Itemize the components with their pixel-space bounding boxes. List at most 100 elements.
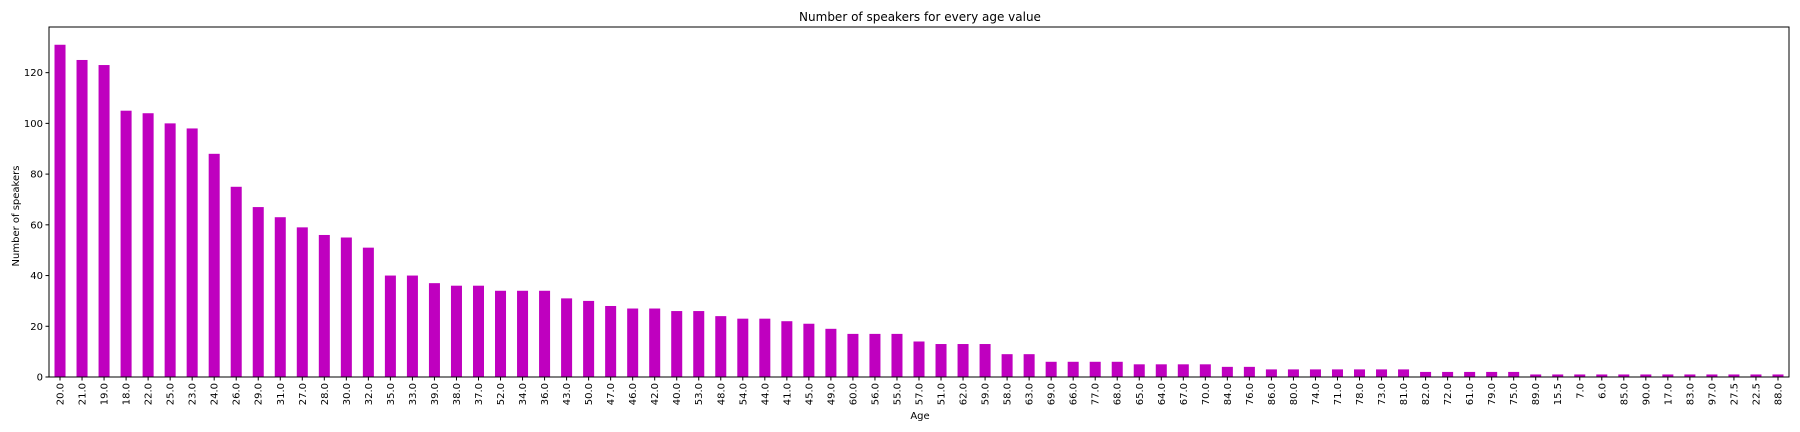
bar	[715, 316, 727, 377]
x-tick-label: 83.0	[1685, 383, 1696, 405]
bar	[1376, 369, 1388, 377]
bar	[1706, 374, 1718, 377]
x-tick-label: 79.0	[1487, 383, 1498, 405]
bar	[1265, 369, 1277, 377]
bar	[979, 344, 991, 377]
x-tick-label: 84.0	[1223, 383, 1234, 405]
x-tick-label: 85.0	[1619, 383, 1630, 405]
x-tick-label: 50.0	[584, 383, 595, 405]
x-tick-label: 17.0	[1663, 383, 1674, 405]
bar	[120, 110, 132, 378]
bar	[1045, 361, 1057, 377]
x-tick-label: 35.0	[386, 383, 397, 405]
x-tick-label: 89.0	[1531, 383, 1542, 405]
bar	[1662, 374, 1674, 377]
bar	[1331, 369, 1343, 377]
x-tick-label: 44.0	[760, 383, 771, 405]
x-tick-label: 37.0	[474, 383, 485, 405]
x-tick-label: 68.0	[1113, 383, 1124, 405]
x-tick-label: 33.0	[408, 383, 419, 405]
x-tick-label: 42.0	[650, 383, 661, 405]
x-tick-label: 24.0	[210, 383, 221, 405]
x-tick-label: 54.0	[738, 383, 749, 405]
y-tick-label: 120	[24, 68, 43, 79]
x-tick-label: 28.0	[320, 383, 331, 405]
bars-group	[54, 44, 1784, 378]
bar	[1287, 369, 1299, 377]
x-tick-label: 72.0	[1443, 383, 1454, 405]
bar	[318, 234, 330, 377]
x-tick-label: 36.0	[540, 383, 551, 405]
bar	[1508, 371, 1520, 377]
bar	[583, 300, 595, 377]
bar	[1750, 374, 1762, 377]
bar	[1684, 374, 1696, 377]
bar	[208, 153, 220, 377]
x-tick-label: 30.0	[342, 383, 353, 405]
x-tick-label: 51.0	[937, 383, 948, 405]
x-tick-label: 39.0	[430, 383, 441, 405]
y-tick-label: 100	[24, 119, 43, 130]
bar	[1111, 361, 1123, 377]
y-tick-label: 80	[30, 170, 43, 181]
bar	[1243, 366, 1255, 377]
x-tick-label: 19.0	[100, 383, 111, 405]
x-tick-label: 22.5	[1751, 383, 1762, 405]
bar	[495, 290, 507, 377]
x-axis-label: Age	[910, 411, 929, 422]
bar	[957, 344, 969, 377]
bar	[472, 285, 484, 377]
bar	[362, 247, 374, 377]
x-tick-label: 47.0	[606, 383, 617, 405]
x-tick-label: 61.0	[1465, 383, 1476, 405]
x-tick-label: 65.0	[1135, 383, 1146, 405]
x-tick-label: 20.0	[56, 383, 67, 405]
x-tick-label: 53.0	[694, 383, 705, 405]
x-tick-label: 55.0	[892, 383, 903, 405]
x-tick-label: 41.0	[782, 383, 793, 405]
x-tick-label: 70.0	[1201, 383, 1212, 405]
x-tick-label: 34.0	[518, 383, 529, 405]
x-tick-label: 63.0	[1025, 383, 1036, 405]
x-tick-label: 32.0	[364, 383, 375, 405]
bar	[186, 128, 198, 377]
x-tick-label: 59.0	[981, 383, 992, 405]
x-tick-label: 38.0	[452, 383, 463, 405]
x-tick-label: 81.0	[1399, 383, 1410, 405]
bar	[142, 113, 154, 378]
bar	[869, 333, 881, 377]
bar	[296, 227, 308, 377]
bar	[825, 328, 837, 377]
bar	[1199, 364, 1211, 377]
x-tick-label: 48.0	[716, 383, 727, 405]
bar	[539, 290, 551, 377]
x-tick-label: 77.0	[1091, 383, 1102, 405]
x-tick-label: 21.0	[78, 383, 89, 405]
x-tick-label: 52.0	[496, 383, 507, 405]
x-tick-label: 97.0	[1707, 383, 1718, 405]
bar	[54, 44, 66, 377]
bar	[847, 333, 859, 377]
bar	[935, 344, 947, 377]
bar	[1486, 371, 1498, 377]
y-tick-label: 0	[37, 373, 43, 384]
bar	[671, 311, 683, 377]
x-tick-label: 29.0	[254, 383, 265, 405]
bar	[1398, 369, 1410, 377]
x-tick-label: 26.0	[232, 383, 243, 405]
bar	[1464, 371, 1476, 377]
bar	[1309, 369, 1321, 377]
bar	[1574, 374, 1586, 377]
x-tick-label: 45.0	[804, 383, 815, 405]
bar	[1001, 354, 1013, 377]
bar	[1420, 371, 1432, 377]
bar	[340, 237, 352, 377]
bar	[605, 305, 617, 377]
x-tick-label: 86.0	[1267, 383, 1278, 405]
x-tick-label: 25.0	[166, 383, 177, 405]
bar	[1442, 371, 1454, 377]
bar	[1618, 374, 1630, 377]
bar	[1530, 374, 1542, 377]
bar	[759, 318, 771, 377]
